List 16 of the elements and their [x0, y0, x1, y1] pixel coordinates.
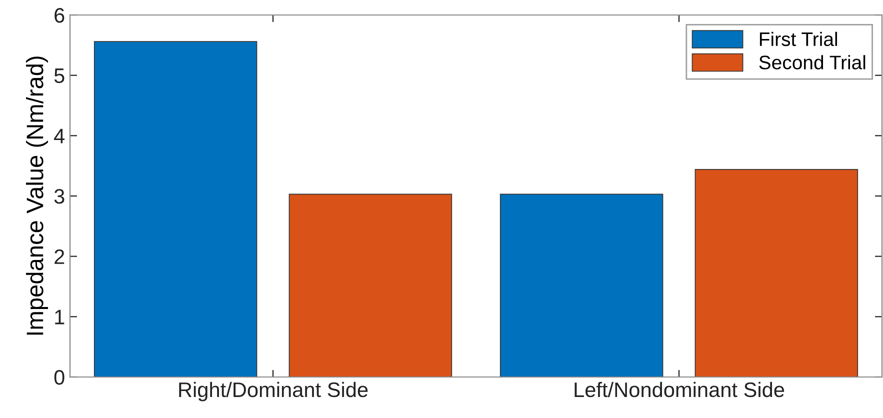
y-axis-title: Impedance Value (Nm/rad) [26, 56, 48, 335]
x-tick-label: Right/Dominant Side [179, 382, 368, 402]
bar [694, 169, 858, 377]
y-tick-label: 5 [54, 68, 64, 84]
y-tick-label: 4 [54, 128, 65, 144]
legend-label: Second Trial [759, 55, 866, 70]
y-tick-label: 1 [55, 310, 64, 324]
legend-label: First Trial [760, 32, 837, 46]
y-tick-label: 0 [54, 370, 64, 385]
bar [94, 41, 258, 377]
y-tick-label: 2 [54, 249, 64, 264]
y-tick-label: 6 [54, 8, 64, 23]
bar [288, 194, 452, 377]
y-tick-label: 3 [54, 189, 64, 204]
bar [500, 194, 664, 377]
x-tick-label: Left/Nondominant Side [574, 382, 784, 398]
